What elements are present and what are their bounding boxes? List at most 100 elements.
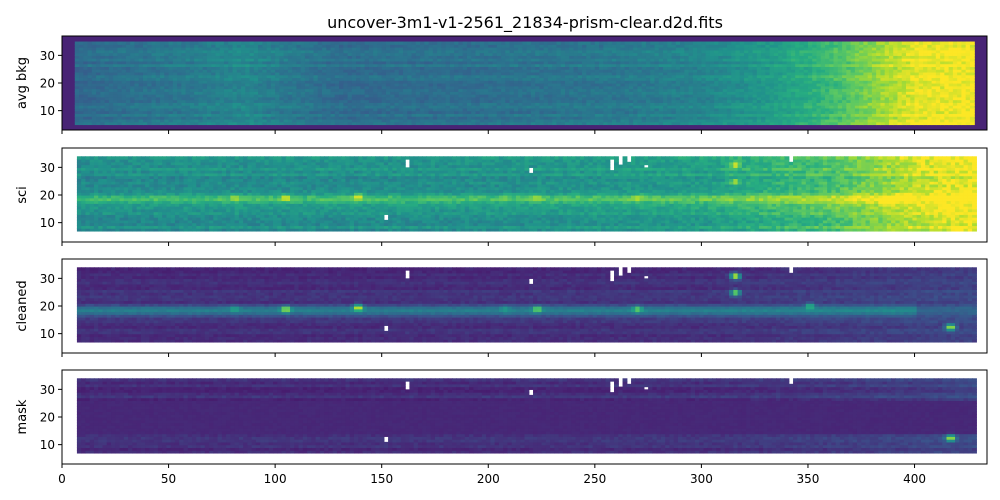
heatmap-cell: [714, 60, 720, 65]
heatmap-cell: [432, 80, 438, 84]
heatmap-cell: [773, 116, 779, 120]
heatmap-cell: [343, 88, 349, 92]
heatmap-cell: [164, 85, 170, 90]
heatmap-cell: [432, 113, 438, 117]
heatmap-cell: [381, 99, 387, 103]
heatmap-cell: [586, 47, 592, 51]
heatmap-cell: [189, 66, 195, 70]
heatmap-cell: [471, 74, 477, 79]
heatmap-cell: [172, 77, 178, 81]
heatmap-cell: [441, 116, 447, 120]
heatmap-cell: [577, 41, 583, 45]
heatmap-cell: [769, 80, 775, 84]
heatmap-cell: [334, 113, 340, 117]
heatmap-cell: [151, 88, 157, 92]
heatmap-cell: [530, 83, 536, 87]
heatmap-cell: [628, 44, 634, 48]
heatmap-cell: [381, 116, 387, 120]
heatmap-cell: [347, 74, 353, 79]
heatmap-cell: [701, 77, 707, 81]
heatmap-cell: [172, 105, 178, 109]
heatmap-cell: [445, 96, 451, 101]
heatmap-cell: [718, 85, 724, 90]
heatmap-cell: [782, 96, 788, 101]
heatmap-cell: [522, 121, 528, 126]
heatmap-cell: [322, 121, 327, 126]
heatmap-cell: [611, 105, 617, 109]
heatmap-cell: [304, 102, 310, 106]
heatmap-cell: [164, 96, 170, 101]
heatmap-cell: [773, 88, 779, 92]
heatmap-cell: [79, 121, 84, 126]
heatmap-cell: [334, 85, 340, 90]
heatmap-cell: [778, 121, 783, 126]
heatmap-cell: [211, 94, 217, 98]
heatmap-cell: [415, 107, 421, 112]
heatmap-cell: [356, 71, 361, 76]
heatmap-cell: [424, 99, 430, 103]
heatmap-cell: [356, 47, 361, 51]
heatmap-cell: [607, 94, 613, 98]
heatmap-cell: [731, 69, 737, 73]
heatmap-cell: [714, 83, 720, 87]
heatmap-cell: [620, 44, 626, 48]
heatmap-cell: [513, 121, 519, 126]
heatmap-cell: [83, 47, 89, 51]
heatmap-cell: [654, 85, 660, 90]
heatmap-cell: [731, 83, 737, 87]
heatmap-cell: [138, 118, 144, 123]
heatmap-cell: [539, 91, 545, 95]
heatmap-cell: [322, 41, 327, 45]
heatmap-cell: [543, 113, 549, 117]
heatmap-cell: [714, 107, 720, 112]
heatmap-cell: [437, 88, 442, 92]
heatmap-cell: [134, 55, 140, 59]
heatmap-cell: [79, 66, 84, 70]
heatmap-cell: [96, 44, 101, 48]
heatmap-cell: [565, 60, 570, 65]
heatmap-cell: [381, 80, 387, 84]
heatmap-cell: [667, 63, 673, 68]
heatmap-cell: [91, 63, 97, 68]
heatmap-cell: [198, 110, 204, 115]
heatmap-cell: [458, 49, 464, 54]
heatmap-cell: [603, 63, 609, 68]
heatmap-cell: [304, 69, 310, 73]
heatmap-cell: [744, 69, 749, 73]
heatmap-cell: [684, 121, 690, 126]
heatmap-cell: [339, 80, 344, 84]
heatmap-cell: [501, 60, 506, 65]
heatmap-cell: [530, 102, 536, 106]
heatmap-cell: [206, 52, 212, 56]
heatmap-cell: [513, 52, 519, 56]
heatmap-cell: [509, 69, 515, 73]
heatmap-cell: [356, 91, 361, 95]
heatmap-cell: [492, 77, 498, 81]
heatmap-cell: [194, 94, 199, 98]
heatmap-cell: [91, 118, 97, 123]
heatmap-cell: [215, 99, 221, 103]
heatmap-cell: [343, 74, 349, 79]
heatmap-cell: [458, 63, 464, 68]
heatmap-cell: [492, 52, 498, 56]
heatmap-cell: [744, 55, 749, 59]
heatmap-cell: [138, 102, 144, 106]
heatmap-cell: [181, 63, 187, 68]
heatmap-cell: [177, 88, 182, 92]
heatmap-cell: [202, 94, 208, 98]
heatmap-cell: [556, 113, 562, 117]
heatmap-cell: [739, 60, 745, 65]
heatmap-cell: [79, 63, 84, 68]
heatmap-cell: [407, 88, 413, 92]
heatmap-cell: [415, 52, 421, 56]
heatmap-cell: [347, 49, 353, 54]
heatmap-cell: [304, 63, 310, 68]
heatmap-cell: [215, 41, 221, 45]
heatmap-cell: [339, 96, 344, 101]
heatmap-cell: [228, 80, 234, 84]
heatmap-cell: [155, 71, 161, 76]
heatmap-cell: [334, 44, 340, 48]
heatmap-cell: [390, 85, 396, 90]
heatmap-cell: [206, 66, 212, 70]
heatmap-cell: [236, 105, 242, 109]
